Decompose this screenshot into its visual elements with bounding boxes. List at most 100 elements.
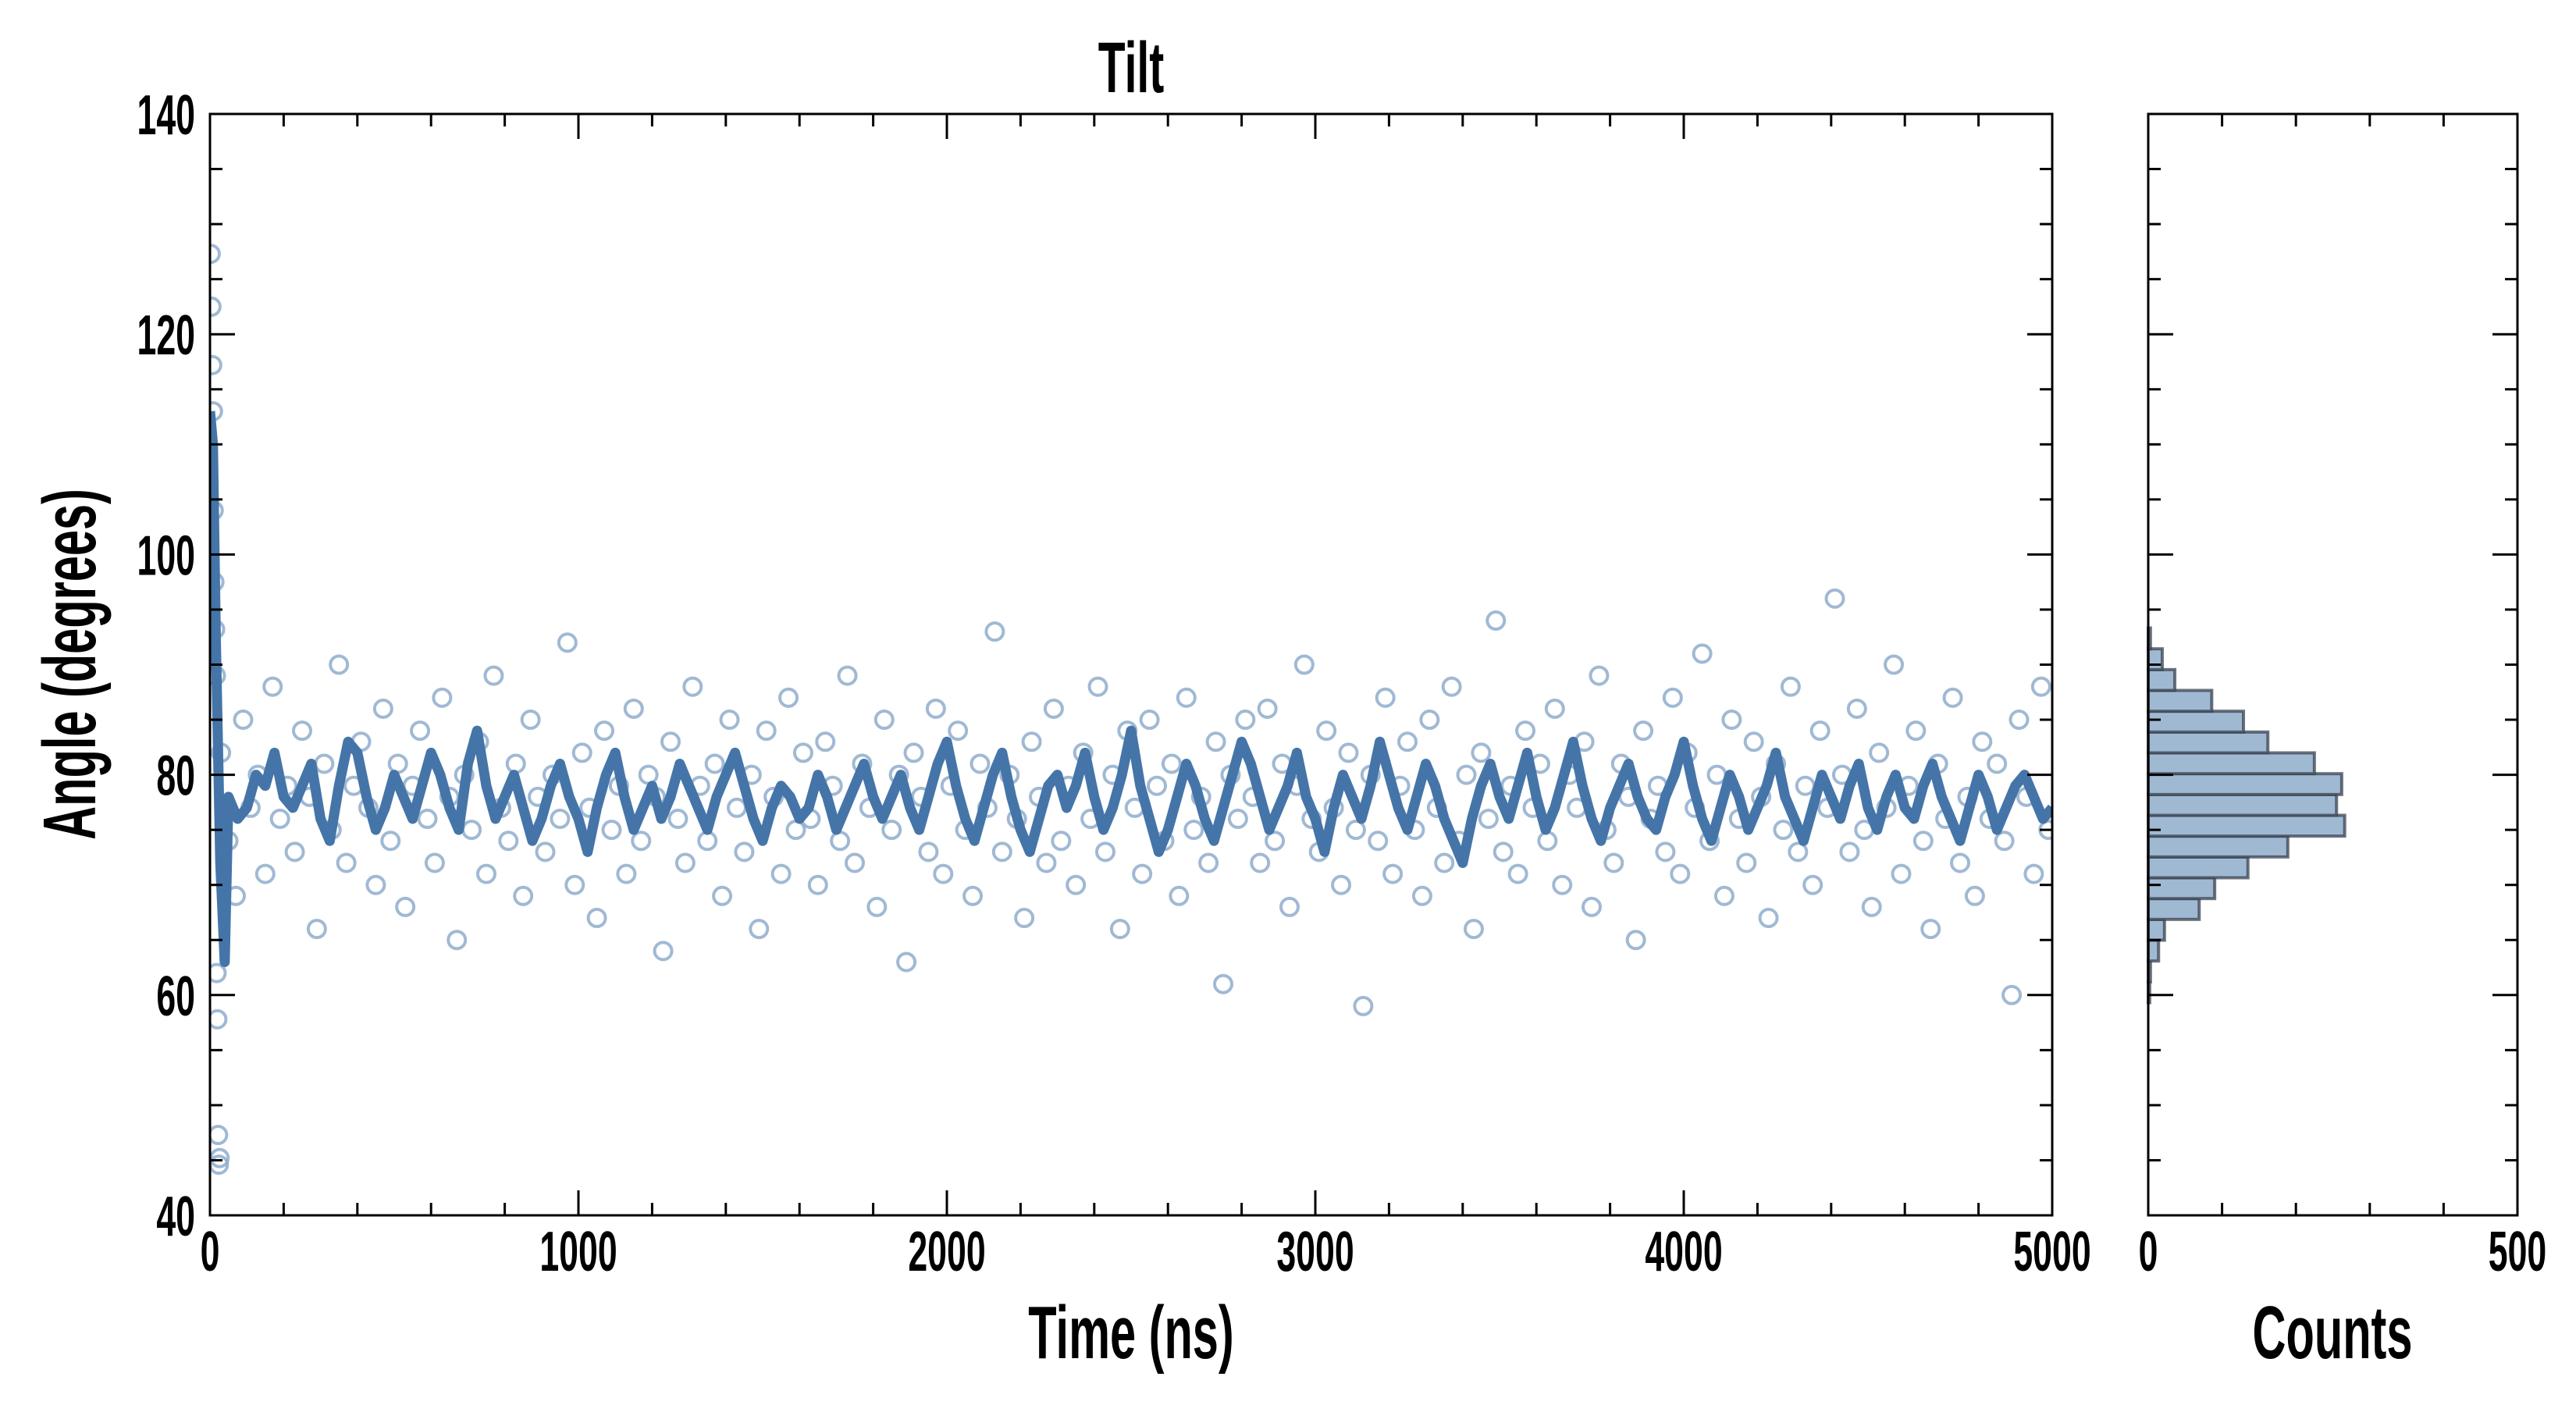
scatter-point bbox=[903, 742, 924, 763]
scatter-point bbox=[476, 863, 496, 884]
scatter-point bbox=[1824, 588, 1845, 609]
y-tick-label: 60 bbox=[156, 965, 195, 1028]
scatter-point bbox=[513, 885, 534, 906]
scatter-point bbox=[336, 852, 357, 873]
scatter-point bbox=[1884, 654, 1905, 675]
y-tick-label: 100 bbox=[137, 524, 195, 587]
scatter-point bbox=[1293, 654, 1315, 675]
scatter-point bbox=[1485, 610, 1507, 631]
scatter-point bbox=[1375, 687, 1396, 708]
scatter-point bbox=[1368, 831, 1389, 852]
scatter-point bbox=[815, 731, 836, 752]
scatter-point bbox=[210, 296, 222, 317]
scatter-point bbox=[1552, 874, 1573, 895]
axes: 40 60 80 100 120 140 0 1000 2000 3000 4000 5000 0 500 bbox=[137, 84, 2547, 1283]
scatter-point bbox=[365, 874, 386, 895]
scatter-point bbox=[1582, 896, 1602, 917]
scatter-point bbox=[1463, 919, 1484, 940]
scatter-point bbox=[1972, 731, 1993, 752]
scatter-point bbox=[387, 753, 408, 774]
scatter-point bbox=[719, 710, 740, 731]
scatter-point bbox=[1743, 731, 1764, 752]
scatter-point bbox=[210, 962, 227, 984]
scatter-point bbox=[1655, 841, 1676, 863]
histogram-bar bbox=[2147, 834, 2290, 859]
histogram-bar bbox=[2147, 730, 2270, 755]
y-tick-label: 80 bbox=[156, 745, 195, 808]
scatter-point bbox=[1994, 831, 2015, 852]
scatter-point bbox=[2008, 710, 2030, 731]
scatter-point bbox=[1434, 852, 1455, 873]
scatter-point bbox=[1183, 820, 1204, 841]
histogram-bar bbox=[2147, 647, 2164, 671]
scatter-point bbox=[1987, 753, 2008, 774]
x-tick-label: 3000 bbox=[1276, 1220, 1354, 1283]
y-tick-label: 40 bbox=[156, 1185, 195, 1248]
histogram-bar bbox=[2147, 667, 2177, 692]
scatter-point bbox=[749, 919, 770, 940]
scatter-point bbox=[1905, 720, 1927, 742]
scatter-point bbox=[461, 820, 482, 841]
scatter-point bbox=[1051, 831, 1072, 852]
scatter-point bbox=[984, 621, 1005, 642]
scatter-point bbox=[1633, 720, 1654, 742]
scatter-point bbox=[1441, 676, 1462, 697]
scatter-point bbox=[1773, 820, 1794, 841]
scatter-point bbox=[564, 874, 585, 895]
scatter-point bbox=[1758, 908, 1779, 929]
scatter-point bbox=[1861, 896, 1882, 917]
x-tick-label: 0 bbox=[201, 1220, 220, 1283]
scatter-point bbox=[873, 710, 895, 731]
scatter-point bbox=[483, 665, 504, 686]
scatter-point bbox=[1493, 841, 1514, 863]
histogram-bar bbox=[2147, 792, 2339, 817]
scatter-point bbox=[778, 687, 799, 708]
scatter-point bbox=[925, 698, 946, 719]
scatter-point bbox=[1014, 908, 1035, 929]
scatter-point bbox=[1419, 710, 1440, 731]
scatter-point bbox=[1213, 973, 1233, 994]
scatter-point bbox=[1456, 764, 1477, 785]
scatter-point bbox=[1021, 731, 1042, 752]
scatter-point bbox=[948, 720, 969, 742]
scatter-point bbox=[1198, 852, 1219, 873]
scatter-point bbox=[1802, 874, 1823, 895]
x-tick-label: 1000 bbox=[539, 1220, 617, 1283]
scatter-point bbox=[1066, 874, 1087, 895]
scatter-point bbox=[704, 753, 725, 774]
main-plot-frame bbox=[208, 112, 2054, 1217]
scatter-point bbox=[881, 820, 902, 841]
x-tick-label: 4000 bbox=[1645, 1220, 1722, 1283]
scatter-point bbox=[520, 710, 541, 731]
histogram-bar bbox=[2147, 772, 2343, 796]
histogram-bar bbox=[2147, 751, 2316, 776]
scatter-point bbox=[557, 632, 578, 653]
scatter-point bbox=[756, 720, 777, 742]
scatter-point bbox=[1950, 852, 1970, 873]
scatter-point bbox=[410, 720, 431, 742]
scatter-point bbox=[1345, 820, 1366, 841]
histogram-bar bbox=[2147, 938, 2161, 963]
scatter-point bbox=[638, 764, 659, 785]
histogram-bar bbox=[2147, 710, 2246, 734]
scatter-point bbox=[1603, 852, 1624, 873]
scatter-point bbox=[1227, 809, 1248, 830]
scatter-point bbox=[1662, 687, 1683, 708]
histogram-bar bbox=[2147, 688, 2214, 713]
scatter-point bbox=[1670, 863, 1691, 884]
histogram-bar bbox=[2147, 917, 2166, 942]
scatter-point bbox=[601, 820, 622, 841]
y-tick-label: 120 bbox=[137, 304, 195, 367]
scatter-point bbox=[1139, 710, 1160, 731]
labels: Tilt Time (ns) Angle (degrees) Counts bbox=[27, 28, 2412, 1374]
scatter-point bbox=[1544, 698, 1565, 719]
scatter-point bbox=[210, 1008, 228, 1030]
scatter-point bbox=[1331, 874, 1352, 895]
histogram-bar bbox=[2147, 876, 2217, 901]
scatter-point bbox=[1235, 710, 1256, 731]
scatter-point bbox=[1109, 919, 1130, 940]
histogram-frame bbox=[2147, 112, 2519, 1217]
scatter-point bbox=[1809, 720, 1831, 742]
scatter-point bbox=[1087, 676, 1108, 697]
